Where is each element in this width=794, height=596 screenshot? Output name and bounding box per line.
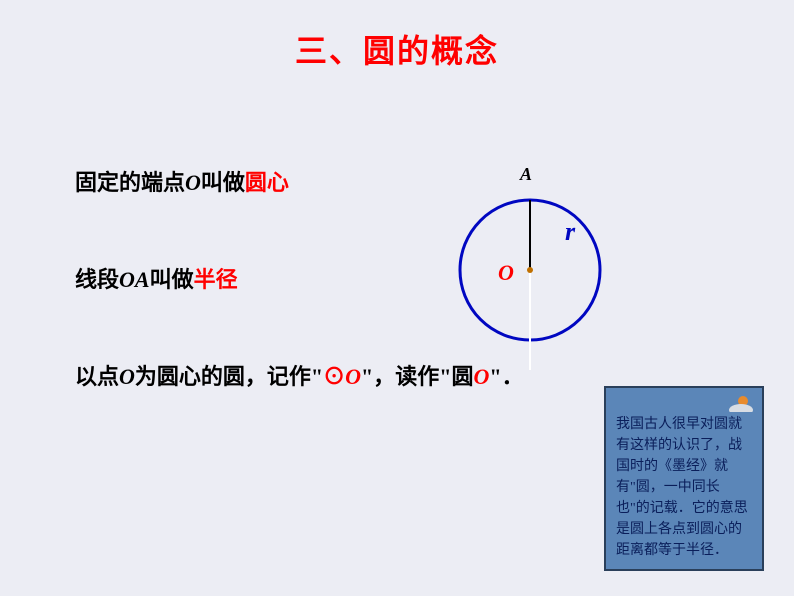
text: 为圆心的圆，记作" <box>135 364 323 389</box>
symbol-OA: OA <box>119 267 150 292</box>
symbol-O: O <box>119 364 135 389</box>
circle-diagram: Ar O <box>420 160 640 380</box>
svg-text:A: A <box>519 164 532 184</box>
info-box-text: 我国古人很早对圆就有这样的认识了，战国时的《墨经》就有"圆，一中同长也"的记载．… <box>616 414 752 561</box>
info-box-icon <box>728 394 754 419</box>
svg-text:O: O <box>498 260 514 285</box>
symbol-circle: ⊙ <box>323 364 345 389</box>
info-box: 我国古人很早对圆就有这样的认识了，战国时的《墨经》就有"圆，一中同长也"的记载．… <box>604 386 764 571</box>
sunrise-icon <box>728 394 754 412</box>
diagram-svg: Ar O <box>420 160 640 380</box>
text: 叫做 <box>201 170 245 195</box>
term-radius: 半径 <box>194 267 238 292</box>
text: 线段 <box>75 267 119 292</box>
svg-text:r: r <box>565 217 576 246</box>
text: 以点 <box>75 364 119 389</box>
symbol-O-red: O <box>345 364 361 389</box>
symbol-O: O <box>185 170 201 195</box>
text: 叫做 <box>150 267 194 292</box>
slide-title: 三、圆的概念 <box>0 0 794 72</box>
term-center: 圆心 <box>245 170 289 195</box>
text: 固定的端点 <box>75 170 185 195</box>
